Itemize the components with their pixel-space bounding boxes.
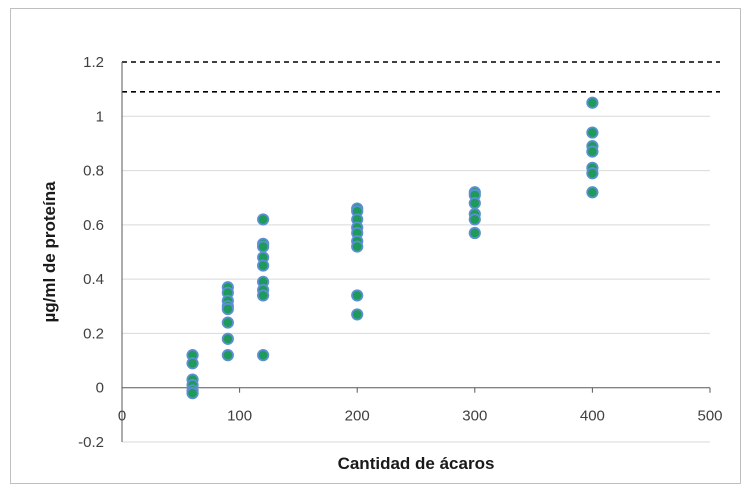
y-tick-label: 0	[96, 380, 104, 397]
data-point	[586, 167, 599, 180]
chart-frame	[10, 8, 741, 484]
y-axis-title: µg/ml de proteína	[40, 181, 59, 323]
data-point	[351, 289, 364, 302]
data-point	[351, 308, 364, 321]
y-tick-label: -0.2	[78, 434, 104, 451]
x-tick-label: 500	[697, 408, 722, 425]
data-point	[257, 349, 270, 362]
y-tick-label: 0.8	[83, 163, 104, 180]
x-tick-label: 200	[345, 408, 370, 425]
data-point	[468, 213, 481, 226]
x-tick-label: 0	[118, 408, 126, 425]
data-point	[221, 302, 234, 316]
x-tick-label: 100	[227, 408, 252, 425]
data-points	[186, 96, 599, 400]
y-tick-label: 0.4	[83, 271, 104, 288]
data-point	[221, 349, 234, 362]
data-point	[257, 259, 270, 272]
data-point	[586, 145, 599, 158]
data-point	[221, 332, 234, 345]
x-tick-label: 300	[462, 408, 487, 425]
reference-lines	[122, 61, 720, 93]
data-point	[257, 240, 270, 253]
data-point	[186, 357, 199, 370]
y-tick-label: 0.2	[83, 325, 104, 342]
data-point	[257, 289, 270, 302]
data-point	[586, 126, 599, 139]
data-point	[257, 213, 270, 226]
y-tick-label: 0.6	[83, 217, 104, 234]
data-point	[586, 186, 599, 199]
y-tick-labels: -0.2 0 0.2 0.4 0.6 0.8 1 1.2	[78, 54, 104, 451]
y-tick-label: 1	[96, 108, 104, 125]
axes	[121, 62, 711, 442]
x-tick-labels: 0 100 200 300 400 500	[118, 408, 723, 425]
data-point	[468, 226, 481, 240]
gridlines	[122, 115, 710, 443]
y-tick-label: 1.2	[83, 54, 104, 71]
data-point	[186, 387, 199, 400]
data-point	[586, 96, 599, 109]
x-tick-label: 400	[580, 408, 605, 425]
data-point	[468, 197, 481, 210]
data-point	[351, 240, 364, 253]
data-point	[221, 316, 234, 329]
x-axis-title: Cantidad de ácaros	[338, 454, 495, 473]
